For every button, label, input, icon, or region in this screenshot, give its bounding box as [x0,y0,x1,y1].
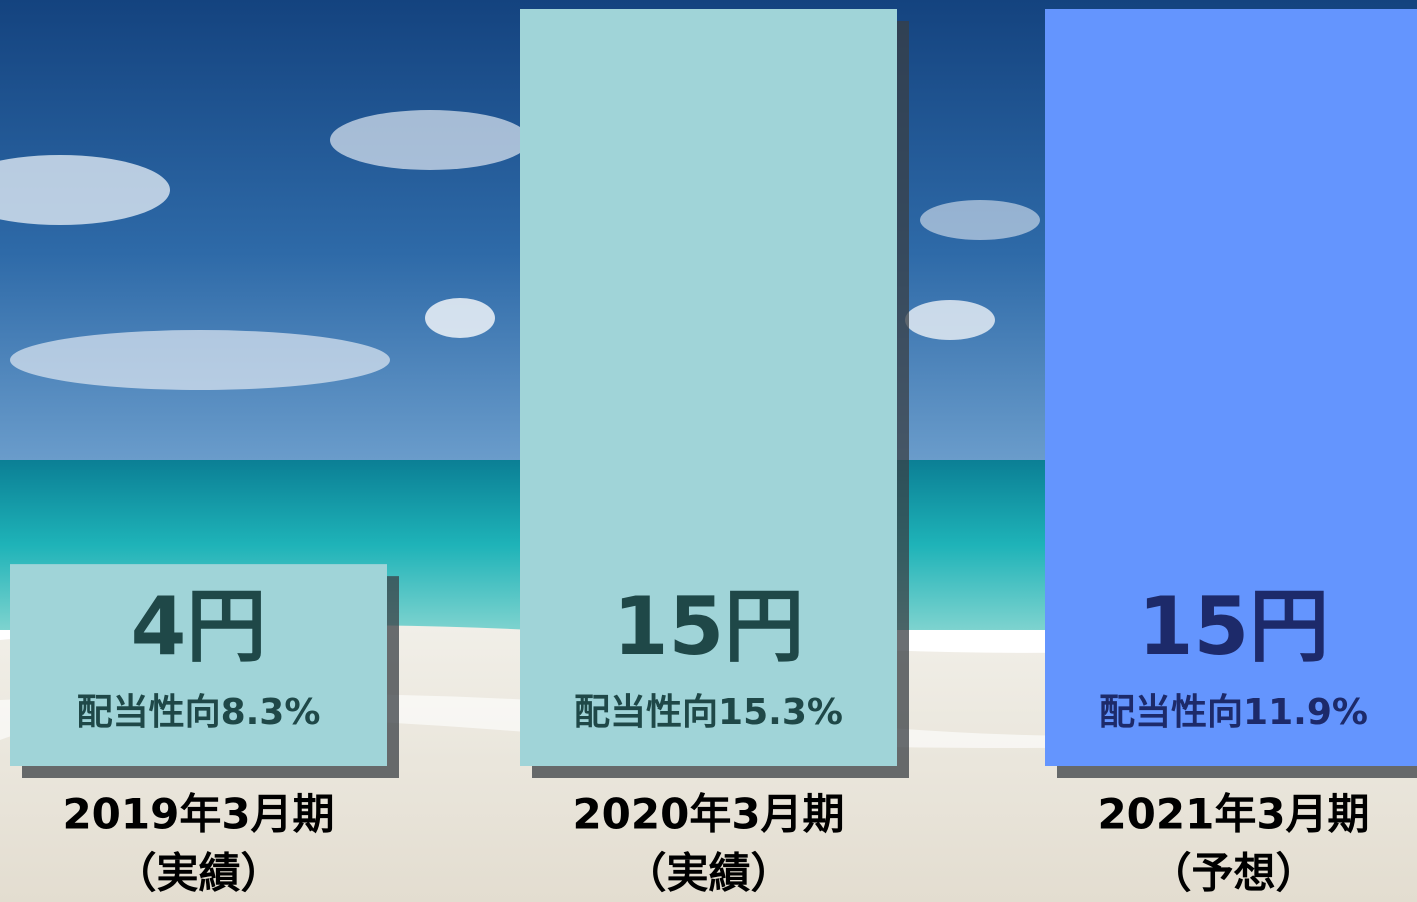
category-label: 2019年3月期 [62,790,334,839]
category-label: 2020年3月期 [572,790,844,839]
category-label: 2021年3月期 [1097,790,1369,839]
bar [1045,9,1417,766]
category-sublabel: （実績） [114,849,282,898]
bar [520,9,897,766]
value-label: 15円 [1138,580,1329,673]
bar [10,564,387,766]
payout-label: 配当性向15.3% [574,692,843,733]
value-label: 4円 [131,580,267,673]
category-sublabel: （実績） [624,849,792,898]
value-label: 15円 [613,580,804,673]
payout-label: 配当性向8.3% [77,692,321,733]
category-sublabel: （予想） [1149,849,1317,898]
payout-label: 配当性向11.9% [1099,692,1368,733]
